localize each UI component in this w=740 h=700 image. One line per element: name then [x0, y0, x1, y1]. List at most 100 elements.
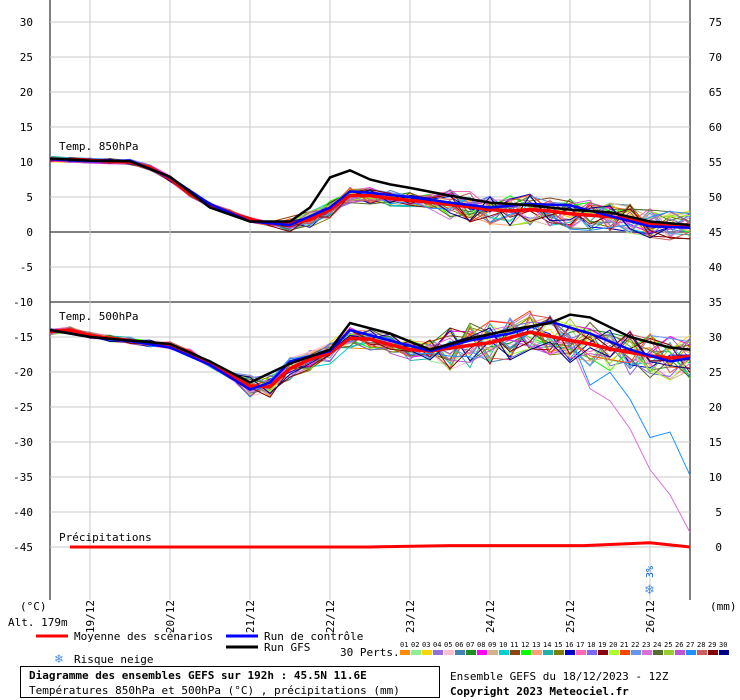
y-left-tick-label: 20: [20, 86, 33, 99]
y-left-tick-label: -5: [20, 261, 33, 274]
y-right-tick-label: 20: [709, 401, 722, 414]
main-series-layer: [49, 157, 691, 549]
title-box: Diagramme des ensembles GEFS sur 192h : …: [20, 666, 440, 698]
altitude-label: Alt. 179m: [8, 616, 68, 629]
member-legend-label: 21: [620, 641, 628, 649]
member-legend-label: 30: [719, 641, 727, 649]
legend-perts-label: 30 Perts.: [340, 646, 400, 659]
member-legend-swatch: [675, 650, 685, 655]
legend-control-label: Run de contrôle: [264, 630, 363, 643]
member-legend-label: 20: [609, 641, 617, 649]
member-legend-swatch: [411, 650, 421, 655]
member-legend-label: 19: [598, 641, 606, 649]
member-legend-label: 23: [642, 641, 650, 649]
member-legend-swatch: [499, 650, 509, 655]
y-right-tick-label: 5: [715, 506, 722, 519]
t500-panel-label: Temp. 500hPa: [59, 310, 138, 323]
y-right-tick-label: 40: [709, 261, 722, 274]
member-legend-swatch: [444, 650, 454, 655]
run-info: Ensemble GEFS du 18/12/2023 - 12Z: [450, 670, 669, 683]
x-date-label: 22/12: [324, 600, 337, 633]
legend-gfs-label: Run GFS: [264, 641, 310, 654]
snow-risk-icon: ❄: [644, 583, 655, 598]
member-legend-swatch: [532, 650, 542, 655]
member-legend-swatch: [598, 650, 608, 655]
x-date-label: 21/12: [244, 600, 257, 633]
y-left-tick-label: 0: [26, 226, 33, 239]
y-right-tick-label: 15: [709, 436, 722, 449]
precip-panel-label: Précipitations: [59, 531, 152, 544]
member-legend-label: 17: [576, 641, 584, 649]
y-left-tick-label: -40: [13, 506, 33, 519]
legend-mean-label: Moyenne des scénarios: [74, 630, 213, 643]
y-left-tick-label: 5: [26, 191, 33, 204]
member-legend-label: 27: [686, 641, 694, 649]
member-legend-label: 10: [499, 641, 507, 649]
y-left-tick-label: 15: [20, 121, 33, 134]
member-legend-label: 08: [477, 641, 485, 649]
y-right-tick-label: 70: [709, 51, 722, 64]
member-legend-label: 25: [664, 641, 672, 649]
y-left-tick-label: -30: [13, 436, 33, 449]
member-legend-label: 03: [422, 641, 430, 649]
member-legend-swatch: [708, 650, 718, 655]
y-right-tick-label: 60: [709, 121, 722, 134]
member-legend-label: 15: [554, 641, 562, 649]
copyright: Copyright 2023 Meteociel.fr: [450, 685, 629, 698]
member-legend-swatch: [664, 650, 674, 655]
y-right-tick-label: 45: [709, 226, 722, 239]
member-legend-label: 22: [631, 641, 639, 649]
y-right-tick-label: 75: [709, 16, 722, 29]
member-legend-swatch: [543, 650, 553, 655]
y-left-tick-label: -15: [13, 331, 33, 344]
member-legend-swatch: [455, 650, 465, 655]
member-legend-label: 04: [433, 641, 441, 649]
member-legend-swatch: [609, 650, 619, 655]
member-legend-swatch: [697, 650, 707, 655]
chart-title: Diagramme des ensembles GEFS sur 192h : …: [29, 669, 367, 682]
y-right-tick-label: 50: [709, 191, 722, 204]
y-left-tick-label: -45: [13, 541, 33, 554]
series-line-t850: [49, 157, 691, 227]
member-legend-swatch: [620, 650, 630, 655]
y-right-tick-label: 25: [709, 366, 722, 379]
member-legend-label: 14: [543, 641, 551, 649]
x-date-label: 20/12: [164, 600, 177, 633]
y-right-tick-label: 65: [709, 86, 722, 99]
snow-risk-label: 3%: [645, 566, 656, 578]
precip-line: [70, 541, 691, 549]
member-legend-swatch: [554, 650, 564, 655]
x-date-label: 26/12: [644, 600, 657, 633]
legend-snow-label: Risque neige: [74, 653, 153, 666]
member-legend-label: 07: [466, 641, 474, 649]
member-legend-swatch: [488, 650, 498, 655]
y-left-tick-label: -35: [13, 471, 33, 484]
member-line-t850: [49, 157, 691, 241]
member-legend: 01 02 03 04 05 06 07 08 09 10 11 12 13 14 15 16 17 18 19 20…: [400, 641, 729, 655]
y-right-tick-label: 10: [709, 471, 722, 484]
right-axis-unit: (mm): [710, 600, 737, 613]
member-legend-label: 11: [510, 641, 518, 649]
member-legend-swatch: [466, 650, 476, 655]
member-legend-label: 05: [444, 641, 452, 649]
member-legend-swatch: [477, 650, 487, 655]
y-right-tick-label: 55: [709, 156, 722, 169]
member-legend-swatch: [686, 650, 696, 655]
y-left-tick-label: -10: [13, 296, 33, 309]
left-axis-unit: (°C): [20, 600, 47, 613]
member-legend-swatch: [565, 650, 575, 655]
y-left-tick-label: 30: [20, 16, 33, 29]
member-legend-swatch: [719, 650, 729, 655]
member-legend-label: 02: [411, 641, 419, 649]
member-legend-swatch: [433, 650, 443, 655]
grid-layer: [49, 0, 691, 600]
member-legend-swatch: [642, 650, 652, 655]
member-legend-label: 12: [521, 641, 529, 649]
member-legend-label: 29: [708, 641, 716, 649]
member-legend-label: 24: [653, 641, 661, 649]
x-date-label: 25/12: [564, 600, 577, 633]
y-right-tick-label: 35: [709, 296, 722, 309]
member-legend-swatch: [510, 650, 520, 655]
